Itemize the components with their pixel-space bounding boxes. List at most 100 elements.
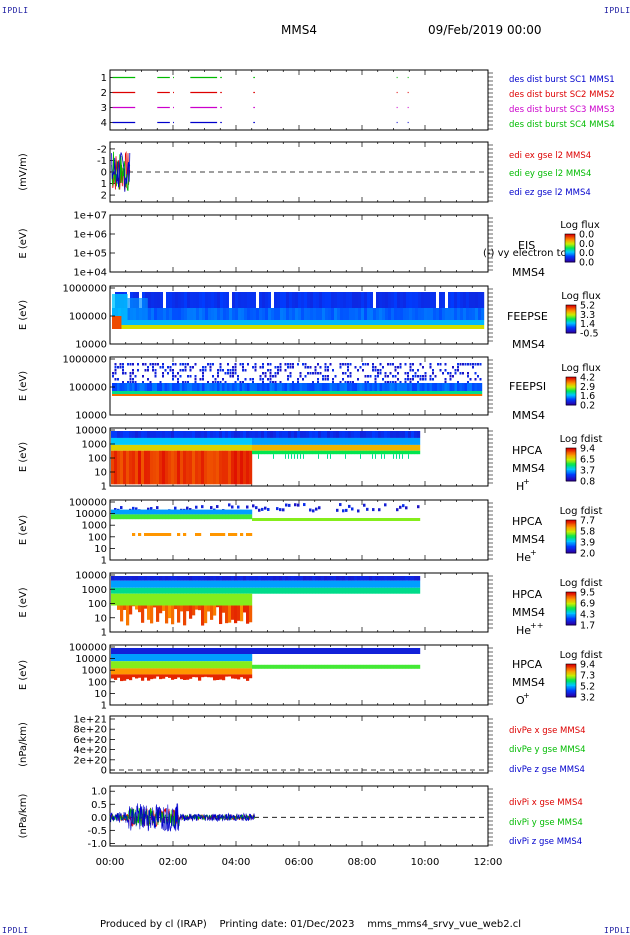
- hpca-hepp-cell: [237, 580, 241, 588]
- feepsi-cell: [179, 383, 183, 391]
- feepsi-cell: [209, 394, 213, 396]
- hpca-hepp-cell: [297, 587, 301, 594]
- feepsi-cell: [249, 394, 253, 396]
- hpca-hepp-cell: [204, 580, 208, 588]
- hpca-hepp-cell: [411, 587, 415, 594]
- feepse-cell: [217, 308, 221, 320]
- hpca-he-cell: [390, 518, 394, 521]
- hpca-hepp-cell: [369, 580, 373, 588]
- hpca-h-colorbar-cell: [566, 461, 576, 464]
- feepsi-cell: [422, 391, 425, 394]
- hpca-hepp-cell: [117, 593, 121, 606]
- feepse-cell: [241, 320, 245, 325]
- hpca-h-cell: [177, 450, 181, 485]
- hpca-o-cell: [195, 661, 199, 669]
- hpca-o-y-tick-label: 10: [94, 689, 107, 700]
- feepsi-cell: [367, 394, 370, 396]
- hpca-h-cell: [237, 444, 241, 451]
- hpca-hepp-cell: [162, 580, 166, 588]
- feepsi-colorbar-tick: 1.6: [580, 391, 595, 402]
- eis-overlay-label: (-) vy electron tc: [483, 248, 566, 259]
- hpca-o-cell: [186, 654, 190, 662]
- divpi-series-line: [109, 803, 256, 832]
- feepse-cell: [343, 292, 347, 308]
- feepse-cell: [292, 325, 296, 329]
- feepsi-speckle: [202, 372, 204, 375]
- hpca-o-cell: [144, 648, 148, 654]
- feepsi-cell: [137, 383, 140, 391]
- feepse-cell: [442, 320, 446, 325]
- hpca-o-cell: [186, 674, 190, 680]
- feepse-cell: [190, 320, 194, 325]
- feepsi-cell: [342, 394, 345, 396]
- hpca-h-cell: [393, 450, 397, 455]
- hpca-hepp-cell: [210, 593, 214, 606]
- hpca-h-cell: [255, 437, 259, 445]
- hpca-he-cell: [252, 504, 255, 508]
- hpca-o-cell: [231, 648, 235, 654]
- hpca-he-cell: [123, 509, 127, 515]
- feepsi-cell: [437, 391, 440, 394]
- hpca-hepp-cell: [192, 580, 196, 588]
- feepse-cell: [160, 325, 164, 329]
- feepsi-cell: [472, 391, 475, 394]
- hpca-h-cell: [138, 431, 142, 438]
- hpca-hepp-cell: [279, 587, 283, 594]
- feepsi-cell: [207, 394, 210, 396]
- feepsi-speckle: [392, 375, 394, 378]
- feepse-colorbar-cell: [566, 307, 576, 309]
- feepsi-speckle: [227, 363, 229, 366]
- feepse-cell: [154, 325, 158, 329]
- feepsi-speckle: [272, 381, 274, 384]
- feepse-cell: [262, 308, 266, 320]
- feepsi-cell: [199, 383, 203, 391]
- eis-colorbar-tick: 0.0: [579, 239, 594, 250]
- hpca-h-cell: [186, 444, 190, 451]
- feepsi-speckle: [114, 363, 117, 366]
- feepse-cell: [172, 320, 176, 325]
- divpe-frame: [109, 715, 489, 774]
- feepsi-speckle: [444, 381, 447, 384]
- hpca-o-cell: [366, 648, 370, 654]
- feepsi-speckle: [472, 366, 474, 369]
- feepsi-speckle: [442, 372, 444, 375]
- hpca-h-cell: [252, 444, 256, 451]
- feepsi-speckle: [382, 366, 384, 369]
- feepsi-speckle: [287, 363, 289, 366]
- feepse-cell: [430, 308, 434, 320]
- hpca-o-cell: [156, 648, 160, 654]
- feepsi-speckle: [479, 378, 482, 381]
- feepsi-speckle: [129, 363, 132, 366]
- feepsi-speckle: [167, 366, 169, 369]
- feepse-cell: [214, 320, 218, 325]
- hpca-o-cell: [123, 654, 127, 662]
- hpca-o-cell: [396, 648, 400, 654]
- hpca-he-cell: [153, 514, 157, 520]
- hpca-hepp-cell: [231, 605, 235, 620]
- feepsi-speckle: [399, 363, 402, 366]
- hpca-hepp-cell: [396, 576, 400, 581]
- hpca-o-cell: [267, 664, 271, 669]
- hpca-hepp-colorbar-cell: [566, 600, 576, 603]
- hpca-h-cell: [330, 444, 334, 451]
- hpca-h-cell: [306, 431, 310, 438]
- hpca-hepp-cell: [237, 605, 241, 621]
- feepse-cell: [283, 292, 287, 308]
- feepse-cell: [424, 325, 428, 329]
- feepsi-cell: [447, 394, 450, 396]
- hpca-o-cell: [162, 648, 166, 654]
- feepse-cell: [277, 320, 281, 325]
- feepsi-cell: [139, 394, 143, 396]
- hpca-he-cell: [198, 509, 202, 515]
- feepsi-colorbar-cell: [566, 388, 576, 391]
- hpca-h-cell: [405, 437, 409, 445]
- hpca-o-cell: [153, 661, 157, 669]
- hpca-he-cell: [126, 509, 130, 515]
- hpca-h-cell: [402, 454, 403, 459]
- feepsi-cell: [129, 383, 133, 391]
- feepsi-speckle: [134, 381, 137, 384]
- feepse-colorbar-cell: [566, 321, 576, 323]
- feepsi-cell: [314, 394, 318, 396]
- hpca-he-cell: [363, 503, 366, 507]
- divpi-y-tick-label: -0.5: [87, 826, 107, 837]
